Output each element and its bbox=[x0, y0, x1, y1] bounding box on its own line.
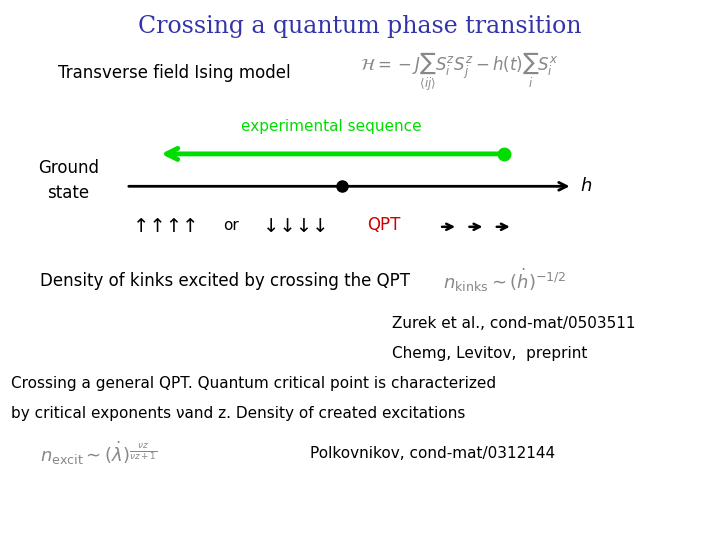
Text: Crossing a general QPT. Quantum critical point is characterized: Crossing a general QPT. Quantum critical… bbox=[11, 376, 496, 391]
Text: $\mathcal{H} = -J \sum_{\langle ij \rangle} S_i^z S_j^z - h(t) \sum_i S_i^x$: $\mathcal{H} = -J \sum_{\langle ij \rang… bbox=[360, 51, 558, 94]
Text: or: or bbox=[223, 218, 239, 233]
Text: Chemg, Levitov,  preprint: Chemg, Levitov, preprint bbox=[392, 346, 588, 361]
Text: ↓↓↓↓: ↓↓↓↓ bbox=[263, 217, 328, 237]
Text: Polkovnikov, cond-mat/0312144: Polkovnikov, cond-mat/0312144 bbox=[310, 446, 554, 461]
Text: by critical exponents νand z. Density of created excitations: by critical exponents νand z. Density of… bbox=[11, 406, 465, 421]
Text: $n_{\rm excit} \sim (\dot{\lambda})^{\frac{\nu z}{\nu z+1}}$: $n_{\rm excit} \sim (\dot{\lambda})^{\fr… bbox=[40, 440, 157, 467]
Text: $n_{\rm kinks} \sim (\dot{h})^{-1/2}$: $n_{\rm kinks} \sim (\dot{h})^{-1/2}$ bbox=[443, 267, 566, 294]
Text: Crossing a quantum phase transition: Crossing a quantum phase transition bbox=[138, 16, 582, 38]
Text: experimental sequence: experimental sequence bbox=[241, 119, 421, 134]
Text: ↑↑↑↑: ↑↑↑↑ bbox=[133, 217, 199, 237]
Text: $h$: $h$ bbox=[580, 177, 592, 195]
Text: QPT: QPT bbox=[367, 216, 400, 234]
Text: Density of kinks excited by crossing the QPT: Density of kinks excited by crossing the… bbox=[40, 272, 410, 290]
Text: Zurek et al., cond-mat/0503511: Zurek et al., cond-mat/0503511 bbox=[392, 316, 636, 332]
Text: Ground
state: Ground state bbox=[38, 159, 99, 202]
Text: Transverse field Ising model: Transverse field Ising model bbox=[58, 64, 290, 82]
